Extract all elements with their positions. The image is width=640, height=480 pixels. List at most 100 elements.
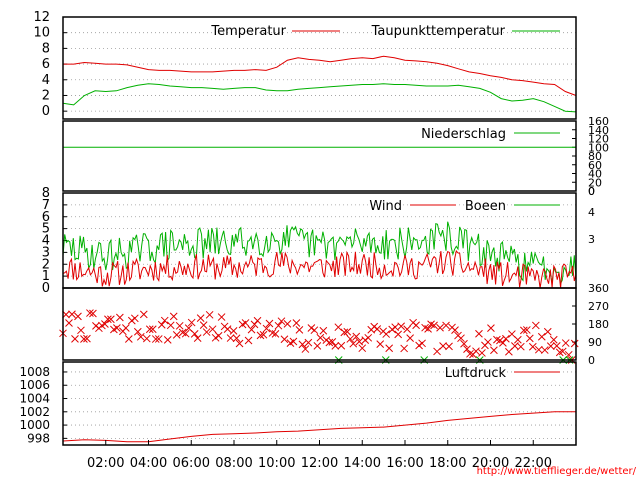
pressure-series — [62, 411, 576, 443]
legend-label-taupunkttemperatur: Taupunkttemperatur — [371, 24, 506, 39]
wind-direction-point — [442, 321, 450, 330]
wind-direction-point — [271, 330, 280, 338]
wind-direction-point — [163, 336, 172, 344]
wind-direction-point — [277, 317, 286, 326]
legend-label-boeen: Boeen — [465, 199, 506, 214]
wind-direction-point — [86, 309, 94, 317]
wind-direction-point — [373, 325, 382, 333]
wind-direction-point — [358, 344, 367, 353]
wind-direction-point — [193, 334, 202, 342]
legend-label-wind: Wind — [369, 199, 402, 214]
wind-direction-point — [475, 329, 483, 338]
y-tick-label: 10 — [33, 26, 50, 41]
wind-direction-point — [397, 322, 406, 331]
wind-direction-point — [154, 335, 163, 343]
y-tick-label: 1 — [42, 269, 50, 284]
x-tick-label: 02:00 — [87, 456, 124, 471]
wind-direction-point — [328, 337, 337, 346]
wind-direction-point — [466, 349, 474, 358]
wind-direction-point — [331, 342, 340, 350]
wind-direction-point — [116, 313, 124, 322]
wind-direction-point — [232, 334, 241, 343]
wind-direction-point — [241, 319, 250, 327]
wind-direction-point — [190, 330, 199, 338]
wind-direction-point — [460, 339, 468, 348]
wind-direction-point — [121, 324, 130, 332]
precipitation-frame — [62, 120, 577, 192]
wind-series — [62, 221, 577, 289]
wind-direction-point — [217, 313, 226, 321]
wind-direction-point — [439, 342, 447, 350]
y-tick-label: 80 — [588, 150, 602, 163]
y-tick-label: 1008 — [19, 365, 50, 379]
y-tick-label: 8 — [42, 41, 50, 56]
wind-direction-point — [528, 342, 537, 351]
wind-direction-point — [142, 334, 151, 343]
wind-direction-point — [184, 324, 193, 332]
wind-direction-point — [244, 336, 253, 345]
wind-direction-point — [316, 333, 325, 342]
wind-direction-point — [202, 328, 211, 336]
wind-direction-point — [337, 341, 346, 350]
wind-direction-point — [205, 310, 214, 319]
x-tick-label: 12:00 — [301, 456, 338, 471]
wind-direction-point — [89, 309, 97, 318]
wind-direction-point — [343, 327, 352, 336]
wind-direction-point — [543, 327, 552, 336]
y-tick-label: 40 — [588, 168, 602, 181]
wind-direction-point — [295, 326, 304, 334]
wind-direction-point — [313, 342, 322, 350]
wind-direction-point — [148, 325, 157, 334]
wind-direction-point — [394, 330, 403, 339]
y-tick-label: 90 — [588, 336, 602, 349]
wind-direction-point — [537, 332, 546, 341]
wind-direction-point — [490, 346, 498, 355]
legend-label-temperatur: Temperatur — [210, 24, 286, 39]
y-tick-label: 270 — [588, 300, 609, 313]
wind-direction-point — [508, 330, 516, 338]
wind-direction-point — [549, 335, 558, 344]
wind-direction-point — [519, 326, 528, 335]
wind-direction-point — [187, 318, 196, 327]
credit-url[interactable]: http://www.tiefflieger.de/wetter/ — [477, 466, 637, 477]
wind-direction-point — [259, 330, 268, 339]
x-tick-label: 16:00 — [386, 456, 423, 471]
boeen-line — [62, 221, 577, 286]
y-tick-label: 2 — [42, 88, 50, 103]
wind-line — [62, 249, 577, 289]
x-tick-label: 20:00 — [472, 456, 509, 471]
wind-direction-point — [325, 338, 334, 347]
wind-direction-point — [334, 323, 343, 332]
wind-direction-point — [298, 340, 307, 349]
y-tick-label: 120 — [588, 133, 609, 146]
wind-direction-point — [166, 321, 175, 330]
wind-direction-point — [283, 319, 292, 328]
wind-direction-point — [181, 329, 190, 338]
wind-direction-point — [424, 325, 432, 333]
y-tick-label: 100 — [588, 141, 609, 154]
temperature-series — [62, 55, 577, 113]
y-tick-label: 6 — [42, 210, 50, 225]
wind-direction-point — [175, 321, 184, 330]
x-tick-label: 22:00 — [515, 456, 552, 471]
y-tick-label: 140 — [588, 124, 609, 137]
wind-direction-point — [445, 342, 453, 351]
x-tick-label: 14:00 — [344, 456, 381, 471]
wind-direction-point — [570, 339, 579, 348]
luftdruck-line — [62, 411, 576, 443]
wind-direction-point — [268, 329, 277, 337]
wind-direction-point — [502, 334, 510, 343]
wind-direction-point — [472, 347, 480, 356]
wind-direction-point — [484, 338, 492, 346]
wind-direction-point — [319, 326, 328, 335]
y-tick-label: 1006 — [19, 378, 50, 392]
y-tick-label: 4 — [42, 234, 50, 249]
wind-direction-panel: 0 90 180 270 360 — [59, 282, 609, 367]
y-tick-label: 1004 — [19, 392, 50, 406]
wind-direction-point — [196, 314, 205, 322]
wind-direction-point — [151, 335, 160, 343]
wind-direction-point — [478, 349, 486, 357]
temperature-legend: Temperatur Taupunkttemperatur — [210, 24, 560, 39]
